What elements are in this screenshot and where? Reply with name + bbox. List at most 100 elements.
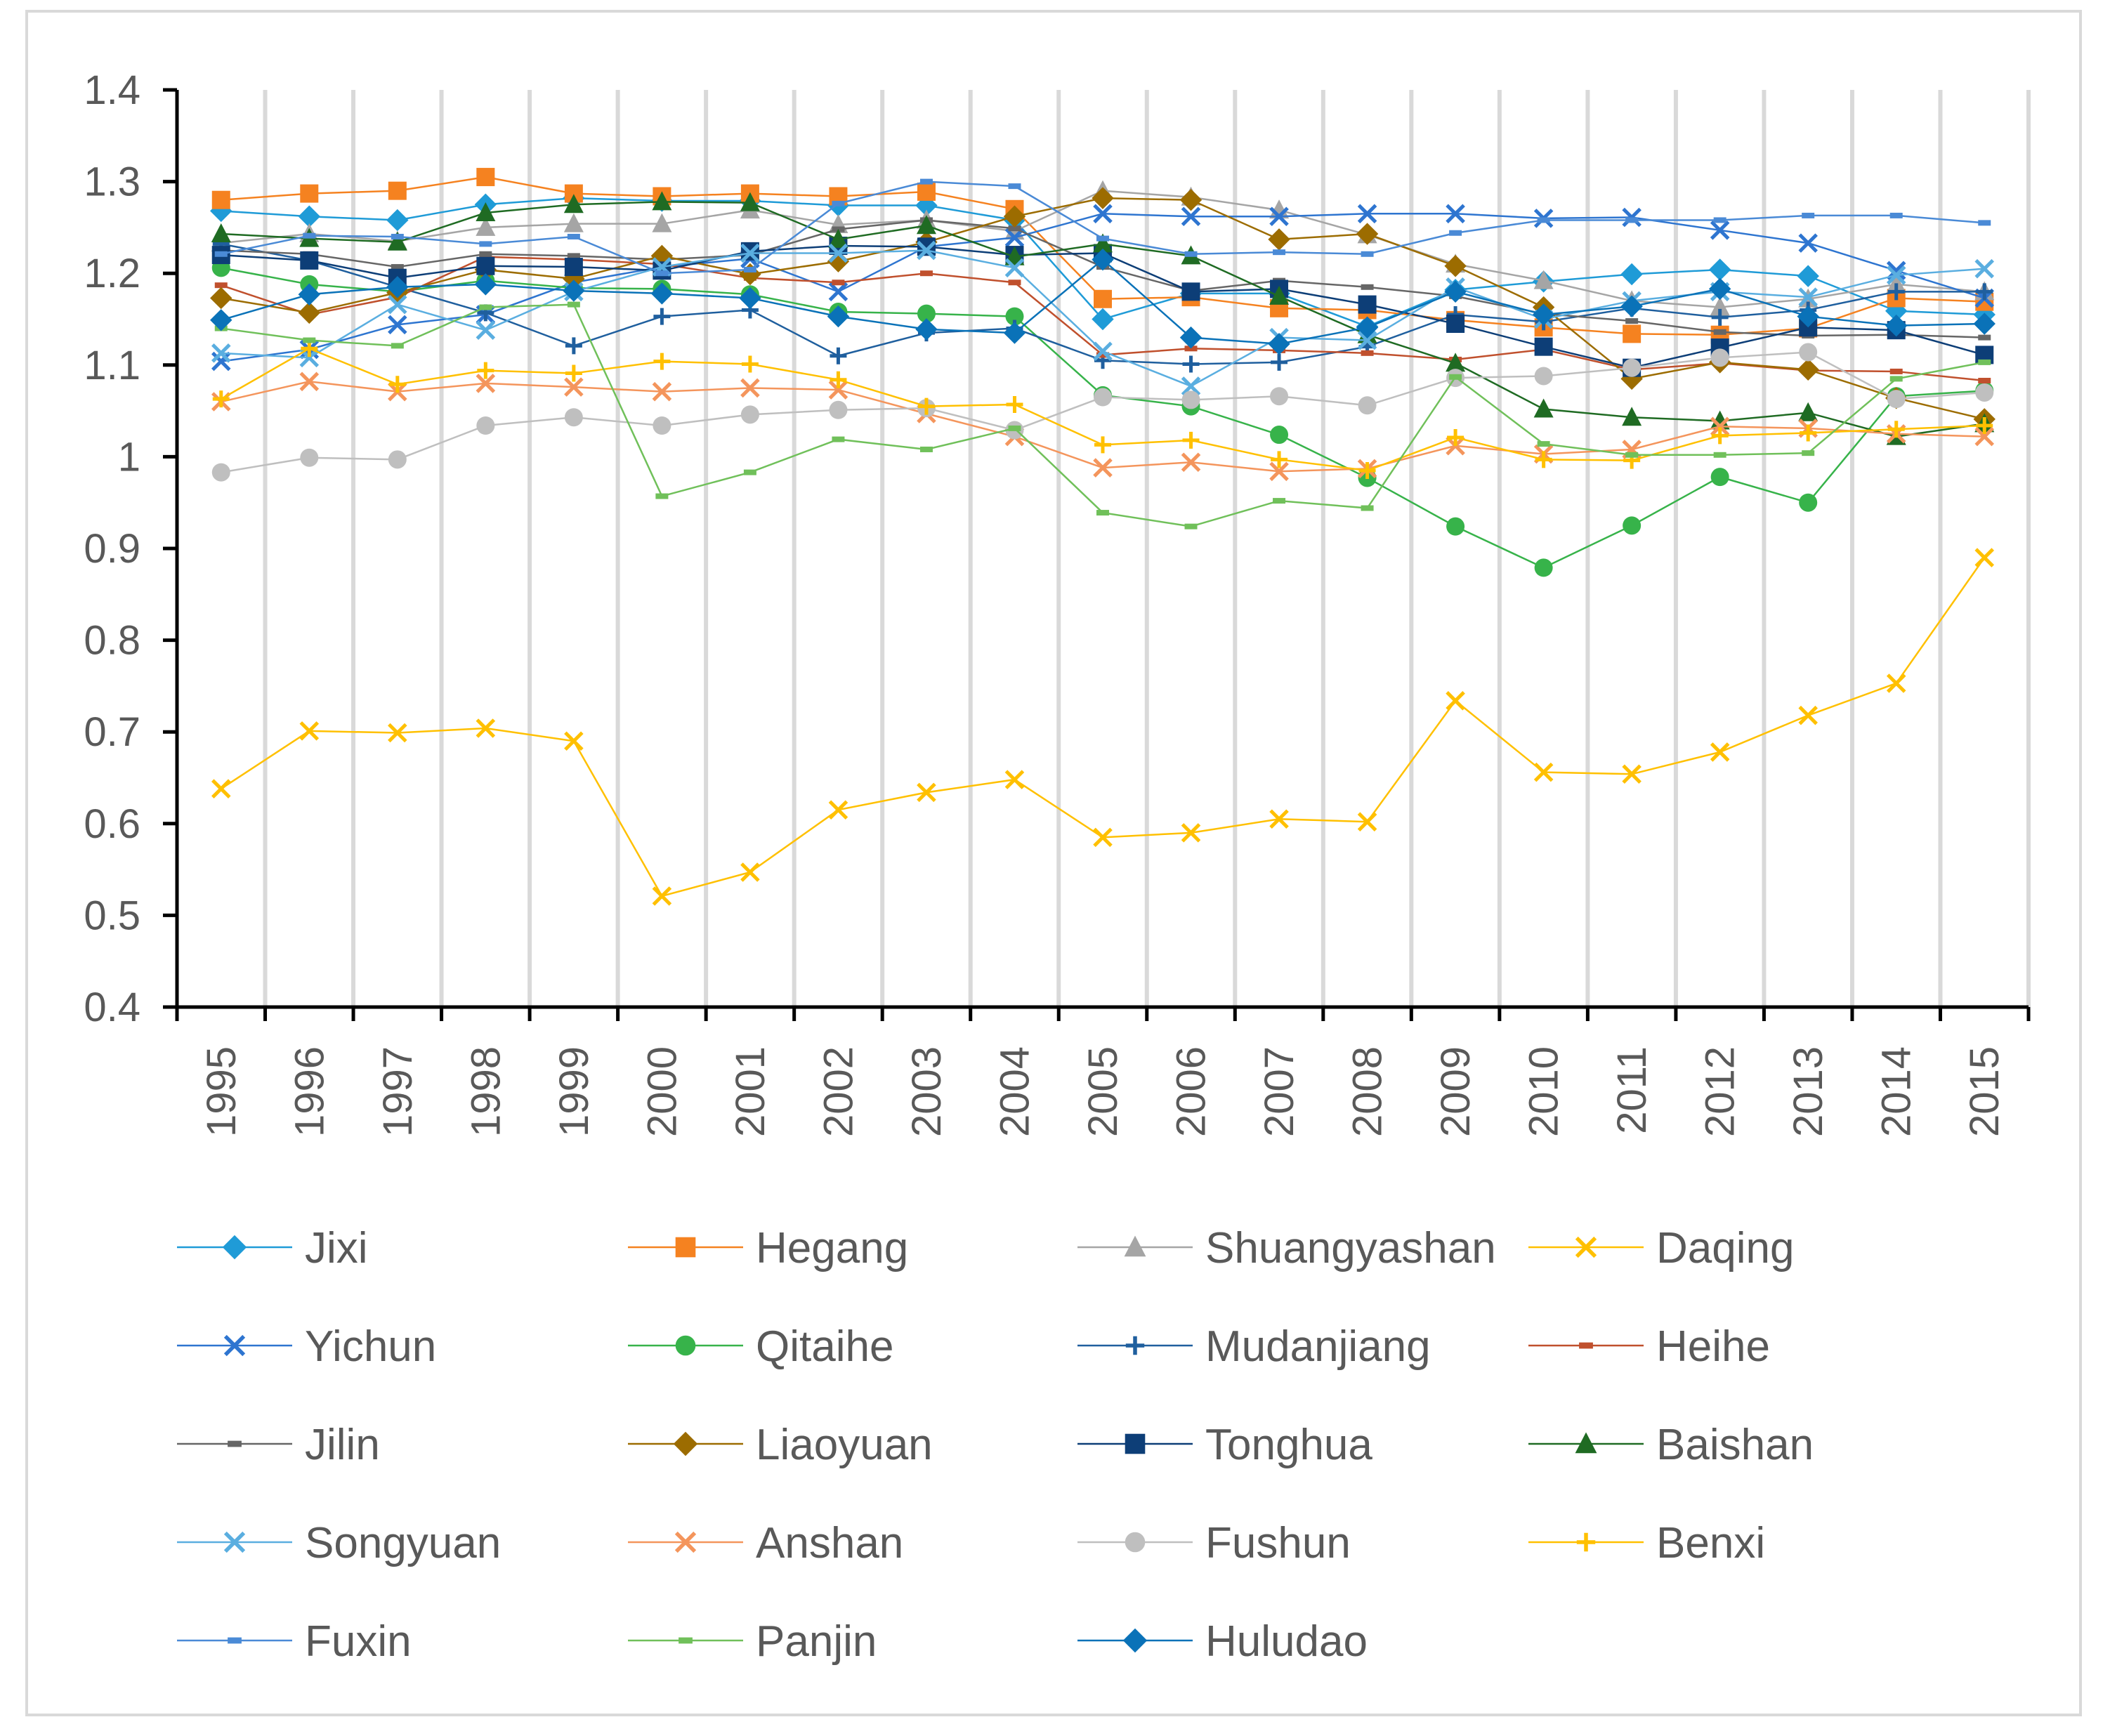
legend-marker — [222, 1235, 247, 1260]
data-point — [1976, 283, 1993, 301]
data-point — [564, 377, 584, 397]
data-point — [1710, 221, 1730, 240]
data-point — [1974, 548, 1995, 567]
data-point — [1713, 452, 1726, 458]
data-point — [1710, 410, 1730, 430]
data-point — [1800, 424, 1817, 442]
legend-marker — [674, 1531, 697, 1553]
data-point — [563, 280, 585, 302]
data-point — [1446, 204, 1465, 224]
data-point — [303, 337, 316, 343]
x-tick-label: 2001 — [728, 1046, 773, 1137]
data-point — [477, 362, 494, 379]
data-point — [300, 251, 319, 270]
data-point — [828, 228, 848, 248]
data-point — [1005, 307, 1024, 326]
data-point — [828, 800, 848, 820]
series-lines — [210, 168, 1996, 906]
data-point — [476, 416, 495, 435]
data-point — [564, 408, 583, 427]
data-point — [1887, 283, 1905, 301]
y-tick-label: 0.5 — [84, 893, 140, 938]
data-point — [1181, 823, 1201, 843]
data-point — [917, 397, 935, 415]
data-point — [1004, 258, 1025, 278]
data-point — [476, 374, 496, 393]
data-point — [1973, 313, 1996, 335]
data-point — [740, 862, 760, 882]
series-benxi — [212, 340, 1993, 479]
data-point — [1886, 673, 1906, 693]
legend-item-songyuan: Songyuan — [177, 1519, 501, 1567]
data-point — [1446, 517, 1465, 536]
legend-marker — [223, 1334, 246, 1357]
data-point — [1182, 431, 1200, 449]
data-point — [1623, 516, 1642, 535]
legend-label: Mudanjiang — [1205, 1322, 1431, 1371]
data-point — [1446, 353, 1466, 372]
data-point — [1449, 230, 1462, 236]
data-point — [917, 240, 936, 261]
data-point — [211, 223, 231, 243]
legend-item-benxi: Benxi — [1528, 1519, 1765, 1567]
data-point — [829, 400, 848, 419]
legend-label: Jilin — [305, 1421, 380, 1469]
legend-item-huludao: Huludao — [1077, 1617, 1368, 1666]
data-point — [1268, 333, 1290, 355]
data-point — [1093, 233, 1113, 253]
data-point — [303, 232, 316, 239]
data-point — [1625, 318, 1639, 324]
y-tick-label: 1.3 — [84, 159, 140, 205]
data-point — [828, 243, 848, 263]
data-point — [476, 216, 496, 236]
data-point — [299, 371, 320, 392]
data-point — [653, 353, 671, 370]
data-point — [386, 209, 409, 232]
data-point — [1094, 388, 1112, 407]
legend-label: Daqing — [1656, 1224, 1794, 1273]
data-point — [1181, 376, 1201, 396]
data-point — [827, 305, 850, 328]
data-point — [1357, 204, 1377, 224]
data-point — [653, 416, 671, 435]
data-point — [828, 282, 848, 302]
legend-marker — [673, 1431, 698, 1456]
data-point — [652, 191, 672, 211]
data-point — [650, 282, 674, 305]
data-point — [1270, 426, 1289, 445]
legend-marker — [1575, 1236, 1597, 1258]
data-point — [1094, 289, 1112, 308]
data-point — [1797, 305, 1819, 328]
data-point — [1094, 436, 1111, 454]
y-tick-label: 1.2 — [84, 251, 140, 296]
data-point — [919, 178, 933, 185]
data-point — [479, 304, 492, 310]
legend-label: Anshan — [756, 1519, 903, 1567]
data-point — [1710, 468, 1729, 487]
data-point — [739, 287, 761, 310]
data-point — [1358, 295, 1377, 314]
data-point — [391, 343, 404, 349]
data-point — [211, 351, 231, 371]
data-point — [1710, 348, 1729, 367]
legend-label: Hegang — [756, 1224, 908, 1273]
legend-item-baishan: Baishan — [1528, 1421, 1814, 1469]
data-point — [210, 309, 232, 331]
series-fuxin — [214, 178, 1991, 277]
data-point — [1976, 416, 1993, 434]
data-point — [652, 381, 672, 402]
data-point — [1179, 189, 1203, 211]
data-point — [1449, 374, 1462, 380]
data-point — [1361, 284, 1374, 290]
x-tick-label: 2015 — [1962, 1046, 2007, 1137]
data-point — [915, 318, 938, 341]
data-point — [1003, 322, 1026, 344]
data-point — [1802, 450, 1815, 456]
data-point — [917, 237, 936, 256]
legend-marker — [1579, 1342, 1593, 1349]
data-point — [1361, 350, 1374, 356]
data-point — [1361, 251, 1374, 257]
data-point — [1533, 762, 1554, 782]
data-point — [1271, 451, 1288, 468]
data-point — [1181, 282, 1200, 301]
